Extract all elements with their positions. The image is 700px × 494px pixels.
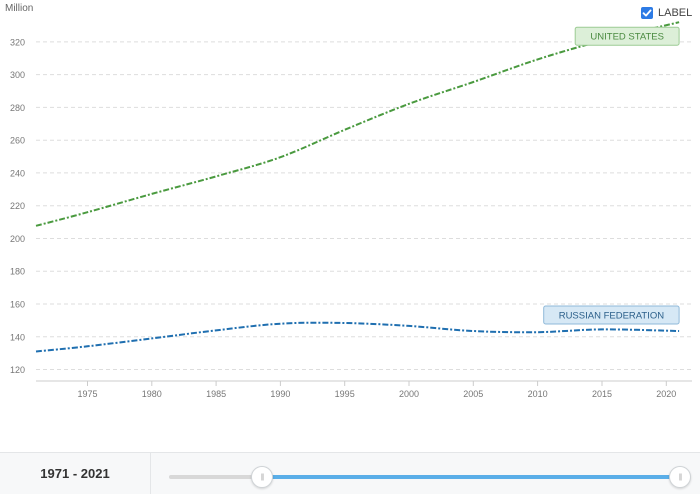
y-tick-label: 300 [10, 70, 25, 80]
x-tick-label: 1990 [270, 389, 290, 399]
range-footer: 1971 - 2021 ||| ||| [0, 452, 700, 494]
range-end-handle[interactable]: ||| [669, 466, 691, 488]
label-toggle[interactable]: LABEL [641, 7, 692, 19]
series-label-text: RUSSIAN FEDERATION [559, 311, 665, 322]
label-checkbox[interactable] [641, 7, 653, 19]
y-axis-ticks: 120 140 160 180 200 220 240 260 280 300 320 [10, 37, 25, 375]
year-range-slider-track[interactable] [169, 475, 679, 479]
series-line-united-states [35, 21, 680, 227]
series-label-russian-federation: RUSSIAN FEDERATION [543, 305, 680, 325]
y-tick-label: 240 [10, 168, 25, 178]
series-label-united-states: UNITED STATES [574, 26, 680, 46]
x-tick-label: 2020 [656, 389, 676, 399]
y-tick-label: 280 [10, 103, 25, 113]
y-tick-label: 260 [10, 136, 25, 146]
series-lines [35, 21, 680, 353]
y-tick-label: 220 [10, 201, 25, 211]
series-label-box [543, 305, 680, 325]
x-tick-label: 1975 [77, 389, 97, 399]
x-tick-label: 2015 [592, 389, 612, 399]
y-tick-label: 200 [10, 234, 25, 244]
series-label-box [574, 26, 680, 46]
series-labels: UNITED STATES RUSSIAN FEDERATION [543, 26, 680, 325]
x-tick-label: 2000 [399, 389, 419, 399]
label-toggle-text: LABEL [658, 7, 693, 19]
x-tick-label: 1985 [206, 389, 226, 399]
x-axis-ticks: 1975 1980 1985 1990 1995 2000 2005 2010 2015 2020 [77, 381, 676, 399]
year-range-text: 1971 - 2021 [0, 453, 151, 494]
x-tick-label: 1980 [142, 389, 162, 399]
x-tick-label: 2010 [528, 389, 548, 399]
series-label-text: UNITED STATES [590, 32, 664, 43]
year-range-slider-fill [260, 475, 679, 479]
y-tick-label: 140 [10, 332, 25, 342]
y-tick-label: 320 [10, 37, 25, 47]
grip-icon: ||| [260, 473, 265, 481]
range-start-handle[interactable]: ||| [250, 466, 273, 488]
checkmark-icon [642, 9, 652, 17]
y-tick-label: 180 [10, 267, 25, 277]
x-tick-label: 1995 [335, 389, 355, 399]
grip-icon: ||| [678, 473, 683, 481]
x-tick-label: 2005 [463, 389, 483, 399]
y-tick-label: 160 [10, 300, 25, 310]
y-axis-unit-label: Million [5, 3, 34, 14]
y-tick-label: 120 [10, 365, 25, 375]
